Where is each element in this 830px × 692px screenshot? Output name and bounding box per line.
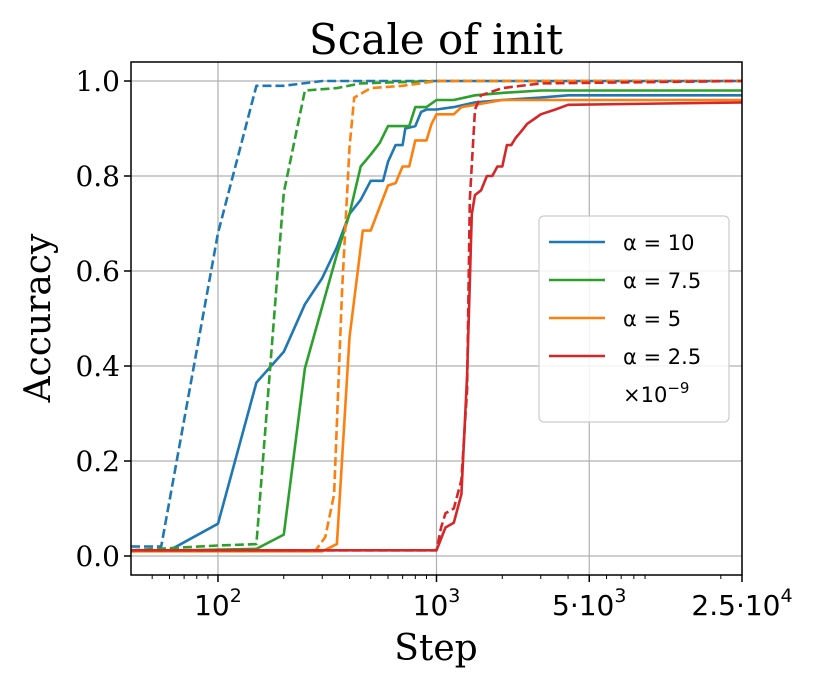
legend-label: α = 10 [623, 231, 695, 255]
y-tick-label: 0.6 [75, 255, 120, 288]
series-line-solid [130, 89, 742, 553]
series-line-dashed [130, 79, 742, 553]
legend-label: α = 7.5 [623, 269, 701, 293]
x-tick-base: 5·10 [552, 589, 614, 622]
y-axis-ticks: 0.0 0.2 0.4 0.6 0.8 1.0 [75, 65, 131, 573]
x-tick-exponent: 2 [230, 585, 242, 607]
legend-label: α = 2.5 [623, 345, 701, 369]
series-line-solid [131, 94, 742, 552]
x-axis-label: Step [394, 628, 477, 669]
y-tick-label: 1.0 [75, 65, 120, 98]
x-tick-label: 103 [413, 585, 461, 622]
x-tick-base: 10 [194, 589, 230, 622]
x-tick-label: 102 [194, 585, 242, 622]
legend-note-base: ×10 [623, 383, 667, 407]
series-line-dashed [131, 79, 743, 552]
y-tick-label: 0.4 [75, 350, 120, 383]
y-tick-label: 0.8 [75, 160, 120, 193]
x-tick-exponent: 3 [448, 585, 460, 607]
x-tick-exponent: 4 [780, 585, 792, 607]
legend-note: ×10−9 [623, 379, 689, 407]
x-tick-base: 10 [413, 589, 449, 622]
series-line-dashed [131, 79, 742, 548]
legend-box [538, 215, 730, 423]
series-line-solid [131, 101, 743, 552]
y-tick-label: 0.0 [75, 540, 120, 573]
y-tick-label: 0.2 [75, 445, 120, 478]
legend-note-exponent: −9 [667, 379, 689, 397]
series-line-dashed [130, 79, 742, 552]
series-lines [130, 79, 743, 553]
x-tick-exponent: 3 [614, 585, 626, 607]
chart-title: Scale of init [309, 15, 563, 64]
y-axis-label: Accuracy [18, 233, 59, 403]
series-line-solid [131, 98, 742, 553]
legend: α = 10 α = 7.5 α = 5 α = 2.5 ×10−9 [538, 215, 730, 423]
x-axis-ticks: 102 103 5·103 2.5·104 [151, 575, 793, 622]
x-tick-base: 2.5·10 [691, 589, 780, 622]
legend-label: α = 5 [623, 307, 681, 331]
x-tick-label: 5·103 [552, 585, 626, 622]
x-tick-label: 2.5·104 [691, 585, 792, 622]
